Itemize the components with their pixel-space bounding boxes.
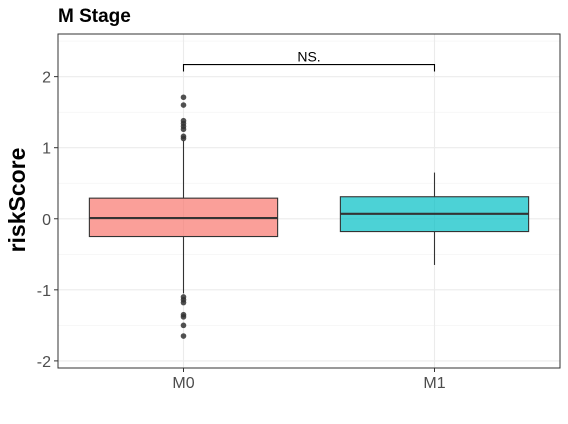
x-tick-label: M1 xyxy=(423,375,445,392)
outlier-point xyxy=(180,333,187,339)
plot-panel-border xyxy=(57,33,561,369)
box-m0 xyxy=(88,94,279,339)
significance-bracket-line xyxy=(182,64,436,72)
y-tick-label: -1 xyxy=(37,283,51,300)
significance-label: NS. xyxy=(297,49,320,65)
y-tick-label: -2 xyxy=(37,354,51,371)
outlier-point xyxy=(180,94,187,101)
box-m1 xyxy=(339,172,530,265)
axes-layer: -2 -1 0 1 2 M0 M1 xyxy=(37,70,446,392)
y-axis-label: riskScore xyxy=(4,148,30,253)
chart-title: M Stage xyxy=(58,6,131,27)
outlier-point xyxy=(180,299,187,306)
y-tick-label: 2 xyxy=(42,70,51,87)
outlier-point xyxy=(180,102,187,108)
significance-bracket: NS. xyxy=(182,49,436,72)
outlier-point xyxy=(180,126,187,133)
outlier-point xyxy=(180,314,187,320)
grid-lines xyxy=(58,34,560,368)
outlier-point xyxy=(180,135,187,142)
y-tick-label: 0 xyxy=(42,212,51,229)
y-tick-label: 1 xyxy=(42,141,51,158)
x-tick-label: M0 xyxy=(172,375,194,392)
boxes-layer xyxy=(88,94,530,339)
outlier-point xyxy=(180,322,187,329)
